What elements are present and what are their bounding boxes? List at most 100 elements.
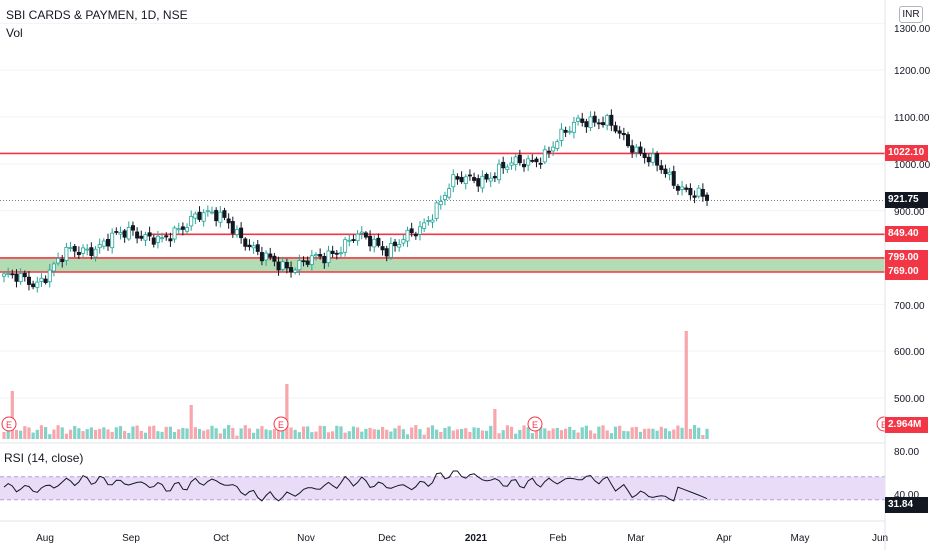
candle-body — [130, 225, 135, 231]
rsi-line — [3, 470, 708, 502]
candle-body — [538, 162, 543, 165]
volume-bar — [110, 432, 114, 439]
candle-body — [76, 252, 81, 256]
volume-bar — [484, 430, 489, 439]
earnings-letter: E — [881, 420, 887, 430]
candle-body — [189, 216, 194, 227]
volume-bar — [555, 427, 559, 439]
rsi-tick: 80.00 — [894, 447, 919, 458]
volume-bar — [27, 427, 31, 439]
candle-body — [64, 246, 69, 261]
candle-body — [534, 158, 539, 163]
time-tick: Feb — [549, 533, 567, 544]
volume-bar — [439, 431, 443, 439]
horizontal-levels[interactable] — [0, 152, 885, 273]
candle-body — [264, 252, 269, 261]
volume-bar — [426, 427, 430, 439]
candle-body — [110, 232, 115, 249]
volume-bar — [306, 426, 310, 439]
volume-bar — [210, 425, 214, 439]
candle-body — [280, 261, 285, 270]
candle-body — [22, 272, 27, 278]
rsi-tick: 40.00 — [894, 490, 919, 501]
time-axis[interactable]: Aug Sep Oct Nov Dec 2021 Feb Mar Apr May Jun — [36, 533, 888, 544]
price-axis[interactable]: 1300.00 1200.00 1100.00 1000.00 900.00 700.00… — [894, 24, 931, 501]
earnings-circle — [1, 416, 17, 432]
volume-bar — [618, 425, 622, 439]
volume-bar — [647, 428, 651, 439]
candle-body — [530, 160, 535, 162]
candle-body — [355, 233, 360, 242]
candle-body — [363, 232, 368, 238]
volume-bar — [530, 433, 534, 439]
candle-body — [401, 239, 406, 244]
volume-bar — [218, 433, 222, 439]
volume-bar — [114, 427, 118, 439]
volume-bar — [231, 428, 235, 439]
volume-bar — [148, 426, 152, 439]
support-zone — [0, 257, 885, 273]
earnings-circle — [273, 416, 289, 432]
time-tick: Sep — [122, 533, 140, 544]
candle-body — [609, 114, 614, 126]
candle-body — [513, 156, 518, 166]
earnings-marker[interactable]: E — [1, 416, 17, 432]
volume-bar — [372, 429, 376, 439]
volume-bar — [663, 428, 668, 439]
volume-bar — [177, 429, 181, 439]
candle-body — [197, 211, 202, 220]
rsi-value-badge: 31.84 — [885, 497, 928, 513]
volume-label[interactable]: Vol — [6, 26, 23, 40]
candle-body — [467, 174, 472, 177]
candle-body — [126, 227, 131, 240]
currency-button[interactable]: INR — [899, 6, 923, 23]
candle-body — [376, 237, 381, 246]
volume-bar — [106, 429, 110, 439]
rsi-title[interactable]: RSI (14, close) — [4, 451, 84, 465]
volume-bar — [622, 430, 626, 439]
volume-bar — [14, 429, 19, 439]
time-tick: Apr — [716, 533, 732, 544]
volume-bar — [443, 427, 447, 439]
volume-bar — [256, 428, 260, 439]
candle-body — [218, 211, 223, 223]
price-label: 1022.10 — [885, 145, 928, 162]
candle-body — [659, 165, 664, 171]
price-label: 921.75 — [885, 192, 928, 209]
volume-bar — [626, 431, 630, 439]
volume-bar — [688, 428, 692, 439]
earnings-marker[interactable]: E — [273, 416, 289, 432]
volume-bar — [476, 427, 480, 439]
candle-body — [584, 121, 589, 128]
candle-body — [617, 130, 622, 134]
earnings-letter: E — [532, 420, 538, 430]
candle-body — [488, 177, 493, 182]
candle-body — [31, 283, 36, 288]
candle-body — [14, 273, 19, 282]
volume-bar — [102, 427, 106, 439]
volume-bar — [85, 429, 89, 439]
candle-body — [646, 156, 651, 163]
time-tick: 2021 — [465, 533, 488, 544]
candle-body — [455, 176, 460, 180]
candle-body — [338, 252, 343, 255]
earnings-marker[interactable]: E — [527, 416, 543, 432]
candle-body — [305, 260, 310, 265]
symbol-title[interactable]: SBI CARDS & PAYMEN, 1D, NSE — [6, 8, 188, 22]
volume-bar — [368, 427, 372, 439]
candle-body — [417, 226, 422, 235]
candle-body — [563, 129, 568, 133]
candle-body — [330, 250, 335, 255]
volume-bar — [410, 427, 414, 439]
volume-bar — [202, 430, 206, 439]
volume-bar — [31, 432, 35, 439]
volume-bar — [593, 433, 597, 439]
candle-body — [526, 158, 531, 166]
volume-bar — [676, 425, 680, 439]
volume-bar — [568, 426, 572, 439]
volume-bar — [543, 428, 547, 439]
price-tick: 1300.00 — [894, 24, 931, 35]
candle-body — [459, 176, 464, 183]
candle-body — [89, 247, 94, 256]
